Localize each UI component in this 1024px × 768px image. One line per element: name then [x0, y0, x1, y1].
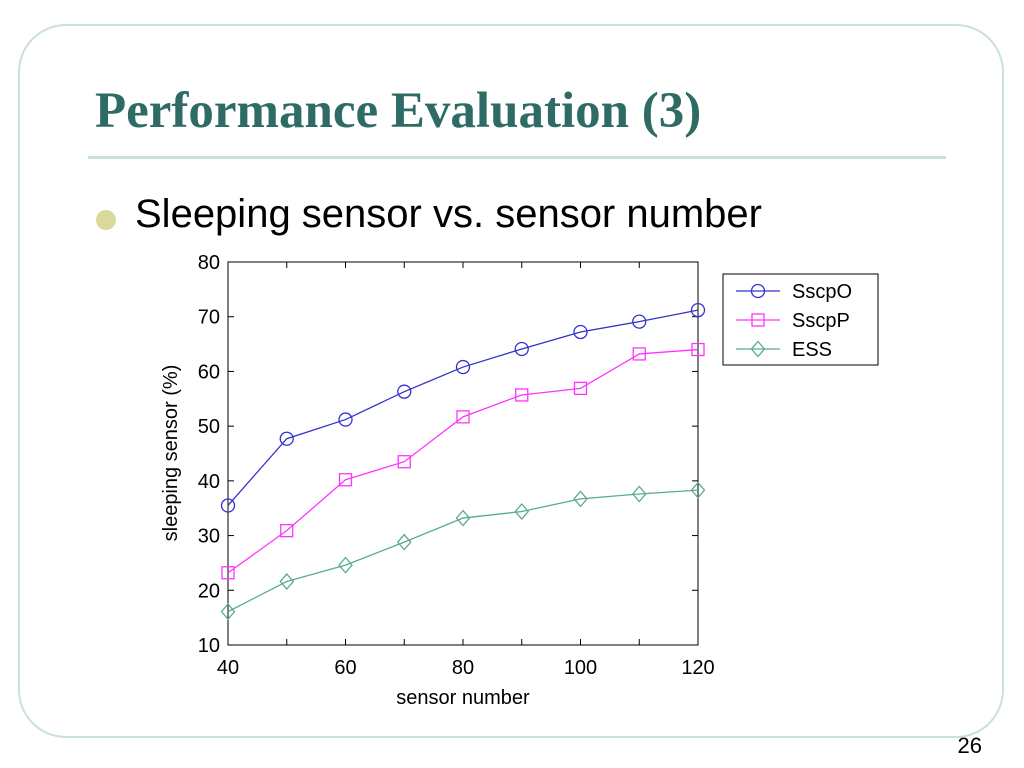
data-point: [690, 302, 706, 318]
data-point: [515, 388, 529, 402]
data-point: [631, 485, 647, 503]
data-point: [338, 473, 353, 487]
data-point: [573, 324, 588, 340]
data-point: [456, 410, 470, 424]
data-point: [455, 359, 471, 375]
y-tick-label: 70: [198, 307, 220, 329]
data-point: [397, 384, 412, 399]
page-number: 26: [957, 733, 982, 758]
data-point: [632, 347, 646, 361]
x-tick-label: 60: [334, 657, 356, 679]
data-point: [397, 455, 411, 469]
x-tick-label: 40: [217, 657, 239, 679]
legend: SscpO SscpP ESS: [722, 273, 879, 366]
data-point: [279, 573, 295, 591]
x-tick-label: 80: [452, 657, 474, 679]
data-point: [691, 342, 705, 357]
data-point: [220, 498, 236, 513]
slide-frame: [18, 24, 1004, 738]
series-ess: [220, 481, 706, 621]
legend-item-sscpo: SscpO: [736, 281, 852, 303]
legend-item-ess: ESS: [736, 339, 832, 361]
legend-label: SscpO: [792, 281, 852, 303]
y-axis-label: sleeping sensor (%): [160, 365, 182, 542]
series-line: [227, 348, 699, 574]
data-point: [396, 533, 412, 551]
series-line: [227, 309, 699, 506]
data-point: [455, 509, 471, 527]
legend-item-sscpp: SscpP: [736, 310, 850, 332]
y-tick-label: 50: [198, 416, 220, 438]
plot-area: [227, 261, 699, 646]
bullet-icon: [96, 210, 116, 230]
data-point: [573, 490, 588, 508]
series-layer: [220, 302, 706, 621]
legend-marker: [750, 340, 766, 358]
legend-marker: [751, 313, 765, 327]
y-tick-label: 30: [198, 526, 220, 548]
y-tick-label: 10: [198, 635, 220, 657]
data-point: [280, 523, 294, 538]
data-point: [632, 314, 647, 329]
y-tick-label: 60: [198, 361, 220, 383]
data-point: [338, 556, 353, 574]
data-point: [338, 412, 353, 427]
x-axis-label: sensor number: [396, 687, 530, 709]
data-point: [573, 381, 588, 396]
data-point: [514, 341, 529, 357]
y-tick-label: 40: [198, 471, 220, 493]
y-tick-label: 20: [198, 580, 220, 602]
legend-label: ESS: [792, 339, 832, 361]
data-point: [690, 481, 706, 499]
series-line: [227, 489, 699, 613]
series-sscpp: [221, 342, 705, 580]
title-divider: [88, 156, 946, 159]
series-sscpo: [220, 302, 706, 513]
y-tick-label: 80: [198, 252, 220, 274]
data-point: [220, 603, 236, 621]
legend-items: SscpO SscpP ESS: [736, 281, 852, 361]
data-point: [279, 431, 294, 446]
bullet-text: Sleeping sensor vs. sensor number: [135, 192, 762, 236]
slide-title: Performance Evaluation (3): [95, 83, 702, 139]
legend-marker: [750, 283, 766, 299]
data-point: [221, 566, 235, 580]
x-axis: 40 60 80 100 120: [217, 262, 715, 679]
x-tick-label: 100: [564, 657, 597, 679]
legend-label: SscpP: [792, 310, 850, 332]
x-tick-label: 120: [681, 657, 714, 679]
data-point: [514, 503, 530, 520]
y-axis: 10 20 30 40 50 60 70 80: [198, 252, 698, 657]
